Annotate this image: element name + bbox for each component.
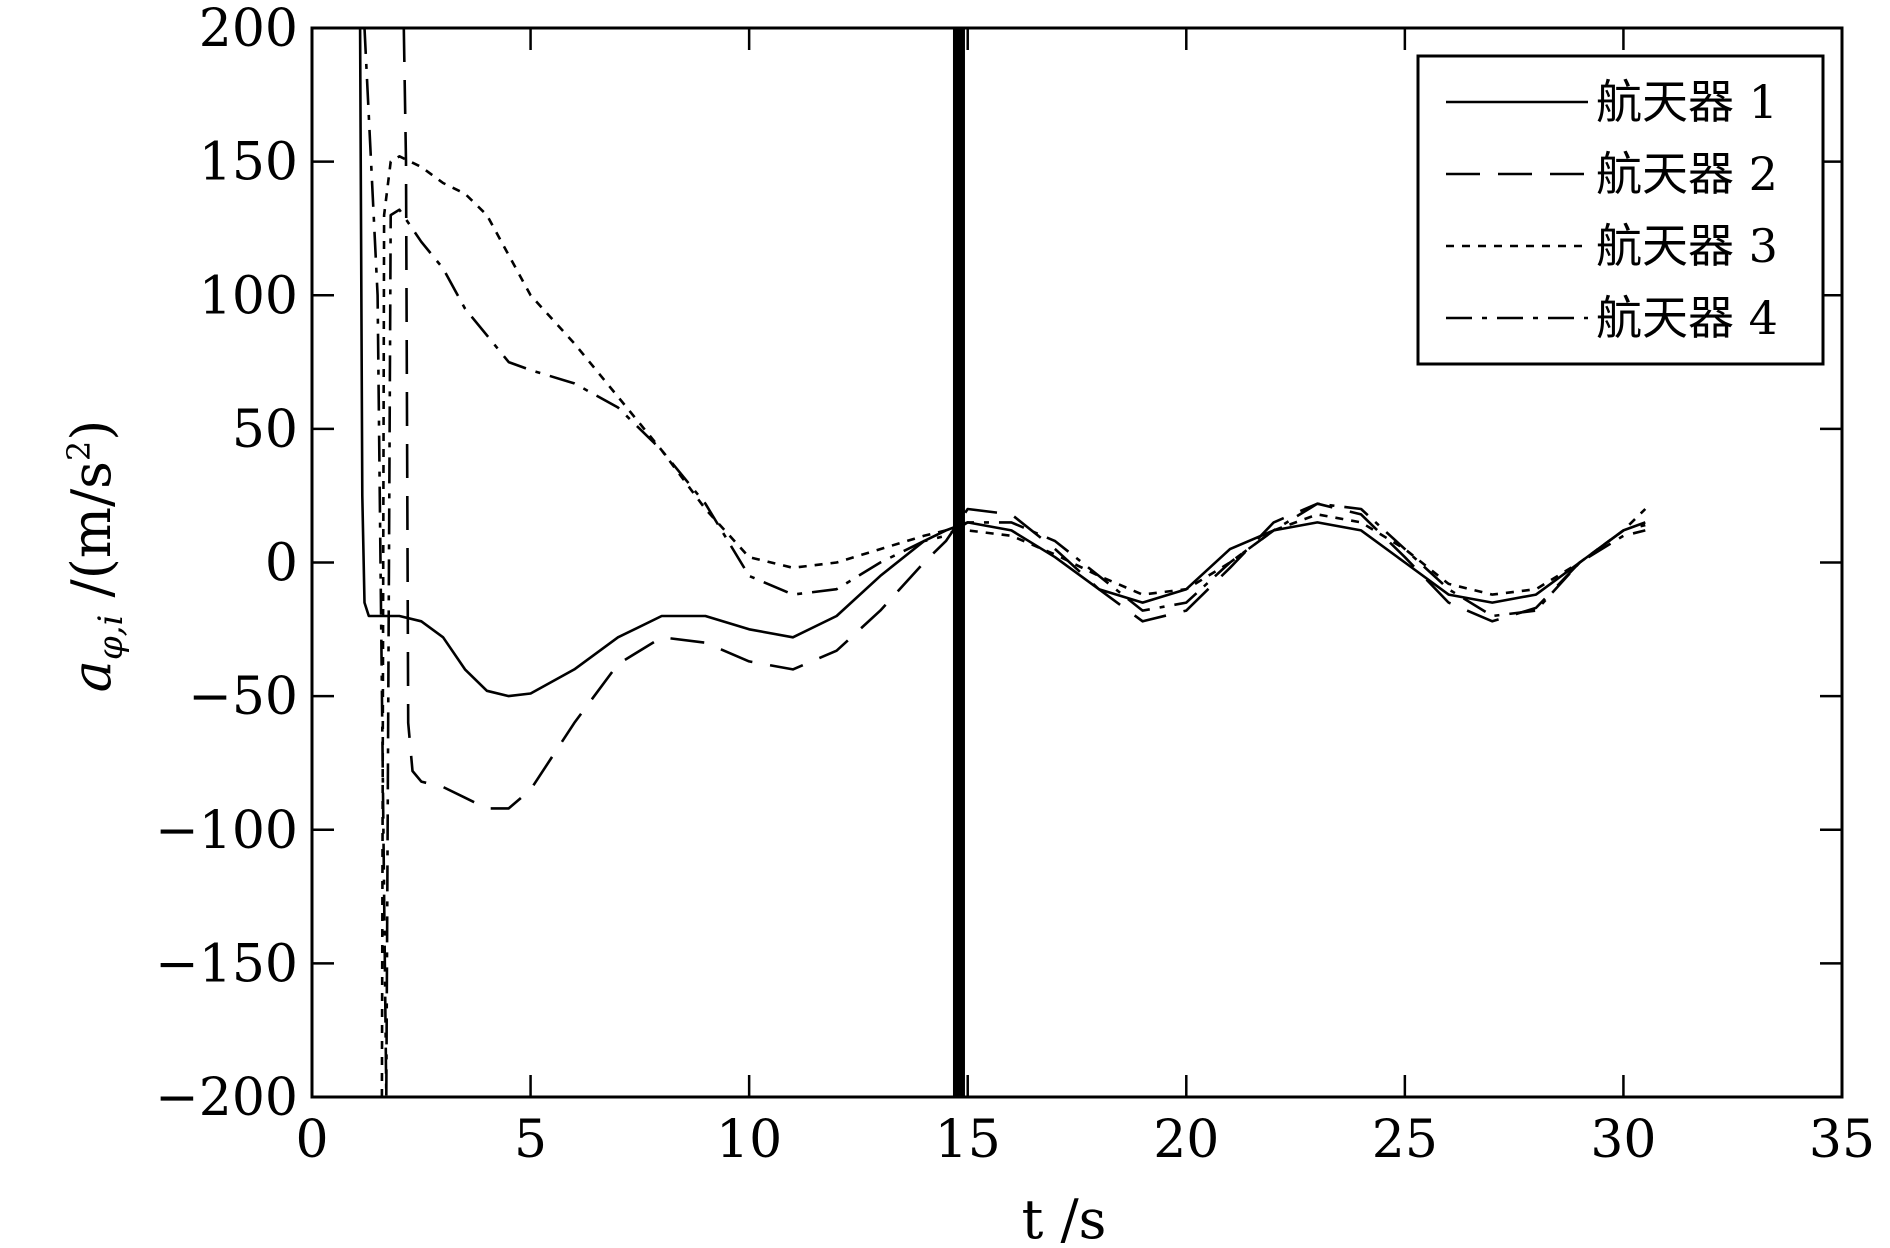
legend: 航天器 1 航天器 2 航天器 3 航天器 4 xyxy=(1416,54,1825,366)
y-tick-label: −50 xyxy=(188,667,298,727)
legend-label-1: 航天器 1 xyxy=(1596,75,1778,129)
y-tick-label: 100 xyxy=(199,266,298,326)
y-tick-label: 150 xyxy=(199,133,298,193)
x-axis-label: t /s xyxy=(1022,1188,1107,1248)
axes-layer: 0 5 10 15 20 25 30 35 −200 −150 −100 −50 0 50 100 150 20… xyxy=(155,0,1875,1170)
y-axis-label: aφ,i /(m/s2) xyxy=(60,420,131,693)
legend-box xyxy=(1416,54,1825,366)
x-tick-label: 20 xyxy=(1153,1110,1219,1170)
legend-label-3: 航天器 3 xyxy=(1596,219,1778,273)
x-tick-label: 0 xyxy=(295,1110,328,1170)
series-line-1 xyxy=(358,28,1646,698)
series-line-4 xyxy=(363,28,1646,1097)
x-tick-label: 25 xyxy=(1372,1110,1438,1170)
legend-label-2: 航天器 2 xyxy=(1596,147,1778,201)
x-tick-label: 10 xyxy=(716,1110,782,1170)
y-tick-label: 0 xyxy=(265,534,298,594)
x-tick-label: 5 xyxy=(514,1110,547,1170)
y-tick-label: 50 xyxy=(232,400,298,460)
x-tick-label: 15 xyxy=(935,1110,1001,1170)
series-line-2 xyxy=(402,28,1646,810)
x-tick-label: 35 xyxy=(1809,1110,1875,1170)
oscillation-band xyxy=(952,28,965,1097)
y-tick-label: −100 xyxy=(155,801,298,861)
x-tick-label: 30 xyxy=(1590,1110,1656,1170)
y-tick-label: −200 xyxy=(155,1068,298,1128)
series-line-3 xyxy=(380,155,1647,1097)
y-tick-label: 200 xyxy=(199,0,298,59)
y-tick-label: −150 xyxy=(155,934,298,994)
legend-label-4: 航天器 4 xyxy=(1596,291,1778,345)
series-layer xyxy=(358,28,1647,1097)
